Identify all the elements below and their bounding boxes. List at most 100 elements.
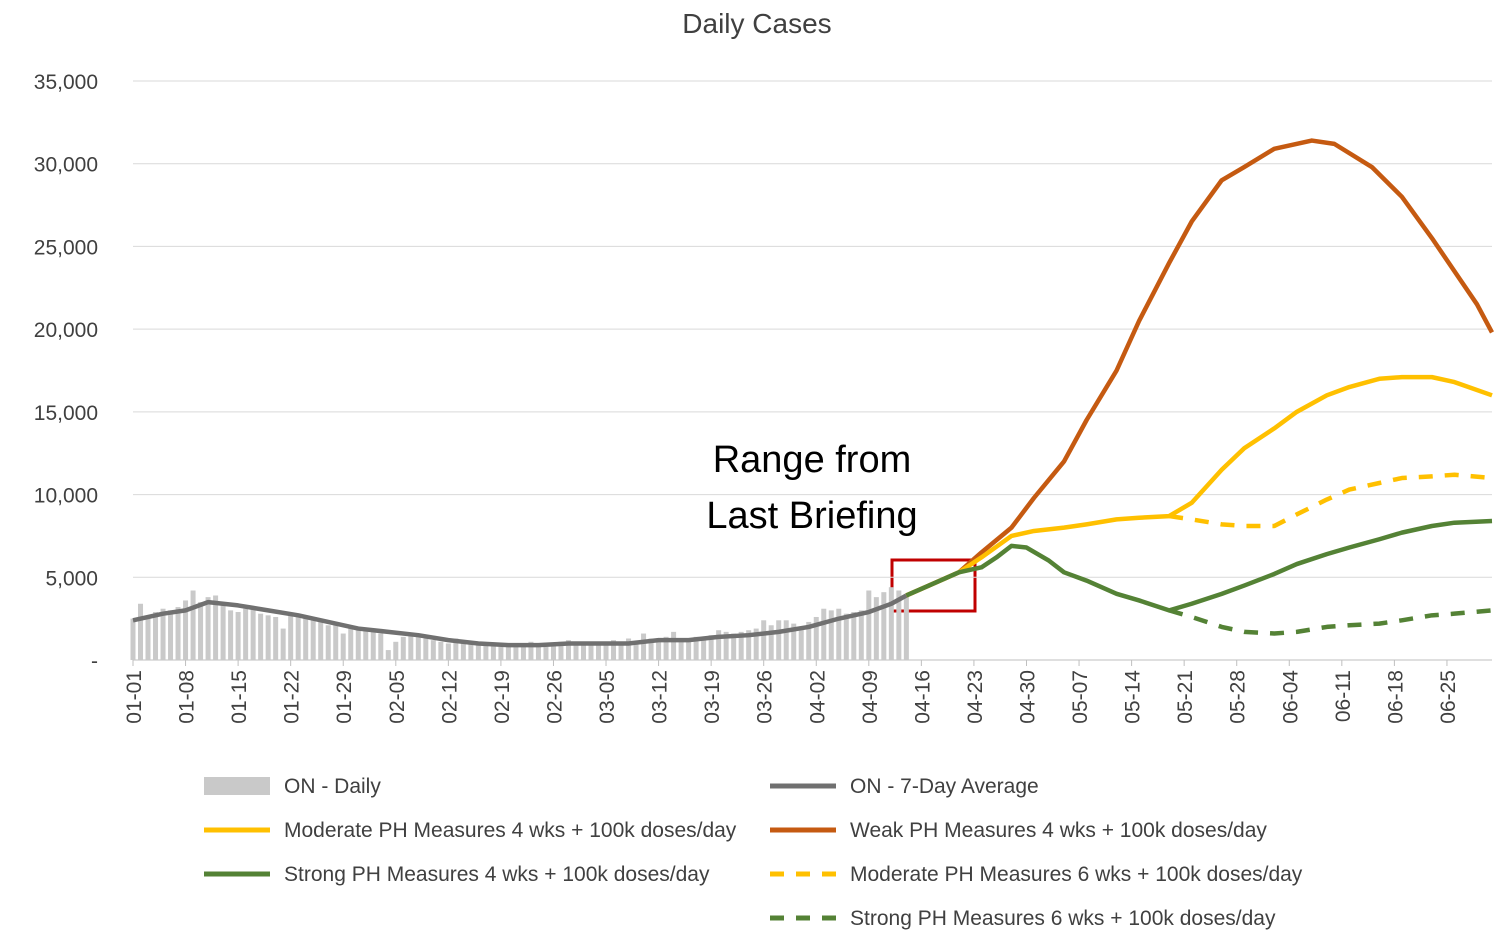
bar [641, 633, 647, 660]
x-tick-label: 03-26 [754, 670, 777, 724]
bar [333, 623, 339, 660]
legend-label: ON - 7-Day Average [850, 775, 1039, 798]
bar [686, 640, 692, 660]
bar [678, 638, 684, 660]
bar [866, 590, 872, 660]
x-tick-label: 04-16 [911, 670, 934, 724]
x-tick-label: 04-30 [1016, 670, 1039, 724]
x-tick-label: 05-28 [1227, 670, 1250, 724]
bar [378, 633, 384, 660]
bar [836, 608, 842, 660]
y-tick-label: 30,000 [34, 154, 98, 177]
bar [903, 595, 909, 660]
bar [415, 635, 421, 660]
bar [738, 631, 744, 660]
bar [873, 597, 879, 660]
x-tick-label: 01-29 [333, 670, 356, 724]
x-tick-label: 02-05 [386, 670, 409, 724]
bar [821, 608, 827, 660]
bar [355, 630, 361, 660]
bar [348, 626, 354, 660]
x-tick-label: 03-19 [701, 670, 724, 724]
x-tick-label: 06-04 [1279, 670, 1302, 724]
bar [851, 612, 857, 660]
legend-label: Moderate PH Measures 4 wks + 100k doses/… [284, 819, 737, 842]
bar [258, 613, 264, 660]
bar [445, 643, 451, 660]
bar [408, 633, 414, 660]
bar [761, 620, 767, 660]
bar [543, 646, 549, 660]
bar [731, 633, 737, 660]
bar [303, 616, 309, 660]
bar [723, 631, 729, 660]
bar [746, 630, 752, 660]
bar [693, 636, 699, 660]
chart-title: Daily Cases [682, 8, 831, 39]
bar [588, 641, 594, 660]
legend-label: ON - Daily [284, 775, 381, 798]
bar [663, 636, 669, 660]
x-tick-label: 01-01 [123, 670, 146, 724]
bar [558, 641, 564, 660]
bar [175, 607, 181, 660]
x-tick-label: 02-12 [438, 670, 461, 724]
bar [753, 628, 759, 660]
x-tick-label: 06-25 [1437, 670, 1460, 724]
x-tick-label: 04-09 [859, 670, 882, 724]
bar [580, 643, 586, 660]
bar [813, 616, 819, 660]
bar [603, 645, 609, 660]
bar [273, 616, 279, 660]
x-tick-label: 05-07 [1069, 670, 1092, 724]
x-tick-label: 06-18 [1384, 670, 1407, 724]
x-tick-label: 01-22 [281, 670, 304, 724]
bar [783, 620, 789, 660]
bar [243, 608, 249, 660]
bar [198, 602, 204, 660]
bar [145, 616, 151, 660]
legend-label: Moderate PH Measures 6 wks + 100k doses/… [850, 863, 1303, 886]
annotation: Range from [713, 439, 912, 481]
x-tick-label: 01-15 [228, 670, 251, 724]
x-tick-label: 04-23 [964, 670, 987, 724]
bar [701, 638, 707, 660]
range-box [890, 558, 977, 613]
bar [708, 635, 714, 660]
bar [528, 641, 534, 660]
bar [385, 650, 391, 660]
bar [460, 641, 466, 660]
x-tick-label: 06-11 [1332, 670, 1355, 722]
line [905, 138, 1494, 598]
bar [220, 602, 226, 660]
bar [881, 592, 887, 660]
bar [265, 615, 271, 660]
y-tick-label: 25,000 [34, 236, 98, 259]
x-tick-label: 05-21 [1174, 670, 1197, 724]
bar [716, 630, 722, 660]
bar [475, 645, 481, 660]
bar [130, 618, 136, 660]
legend-swatch [204, 777, 270, 795]
bar [888, 587, 894, 660]
bar [791, 623, 797, 660]
legend-label: Weak PH Measures 4 wks + 100k doses/day [850, 819, 1267, 842]
x-tick-label: 05-14 [1122, 670, 1145, 724]
bar [400, 636, 406, 660]
bar [611, 640, 617, 660]
bar [310, 620, 316, 660]
bar [393, 641, 399, 660]
bar [573, 641, 579, 660]
y-tick-label: 5,000 [45, 567, 98, 590]
bar [776, 620, 782, 660]
bar [535, 643, 541, 660]
bar [806, 621, 812, 660]
bar [483, 643, 489, 660]
bar [430, 640, 436, 660]
line [905, 374, 1493, 598]
bar [235, 612, 241, 660]
y-tick-label: 20,000 [34, 319, 98, 342]
y-tick-label: 35,000 [34, 71, 98, 94]
bar [671, 631, 677, 660]
